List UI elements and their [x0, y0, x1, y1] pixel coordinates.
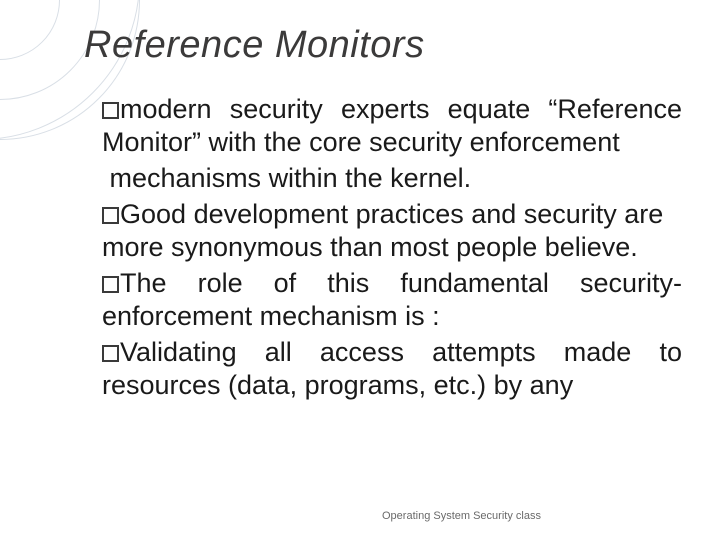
bullet-lead: Validating — [120, 337, 237, 367]
bullet-text: mechanisms within the kernel. — [110, 163, 472, 193]
footer-text: Operating System Security class — [382, 510, 541, 522]
checkbox-icon — [102, 345, 119, 362]
bullet-lead: modern — [120, 94, 212, 124]
bullet-text: role of this fundamental security-enforc… — [102, 268, 682, 331]
checkbox-icon — [102, 102, 119, 119]
slide-title: Reference Monitors — [84, 24, 425, 67]
bullet-item: Good development practices and security … — [102, 198, 682, 264]
bullet-text: development practices and security are m… — [102, 199, 663, 262]
checkbox-icon — [102, 207, 119, 224]
bullet-item: The role of this fundamental security-en… — [102, 267, 682, 333]
slide-body: modern security experts equate “Referenc… — [102, 90, 682, 401]
bullet-item: modern security experts equate “Referenc… — [102, 93, 682, 159]
bullet-continuation: mechanisms within the kernel. — [102, 162, 682, 195]
bullet-lead: Good — [120, 199, 186, 229]
bullet-item: Validating all access attempts made to r… — [102, 336, 682, 402]
bullet-lead: The — [120, 268, 167, 298]
checkbox-icon — [102, 276, 119, 293]
